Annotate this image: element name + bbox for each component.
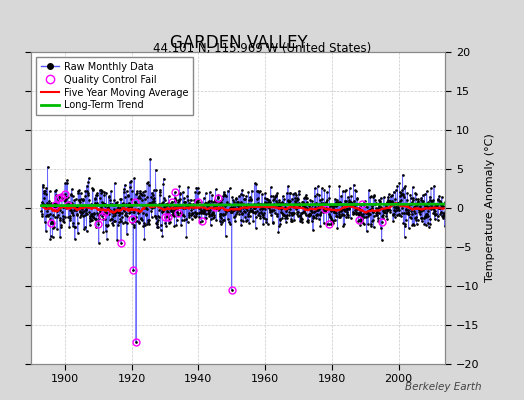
Text: 44.101 N, 115.969 W (United States): 44.101 N, 115.969 W (United States) [153,42,371,55]
Legend: Raw Monthly Data, Quality Control Fail, Five Year Moving Average, Long-Term Tren: Raw Monthly Data, Quality Control Fail, … [36,57,193,115]
Y-axis label: Temperature Anomaly (°C): Temperature Anomaly (°C) [485,134,495,282]
Title: GARDEN VALLEY: GARDEN VALLEY [170,34,307,52]
Text: Berkeley Earth: Berkeley Earth [406,382,482,392]
